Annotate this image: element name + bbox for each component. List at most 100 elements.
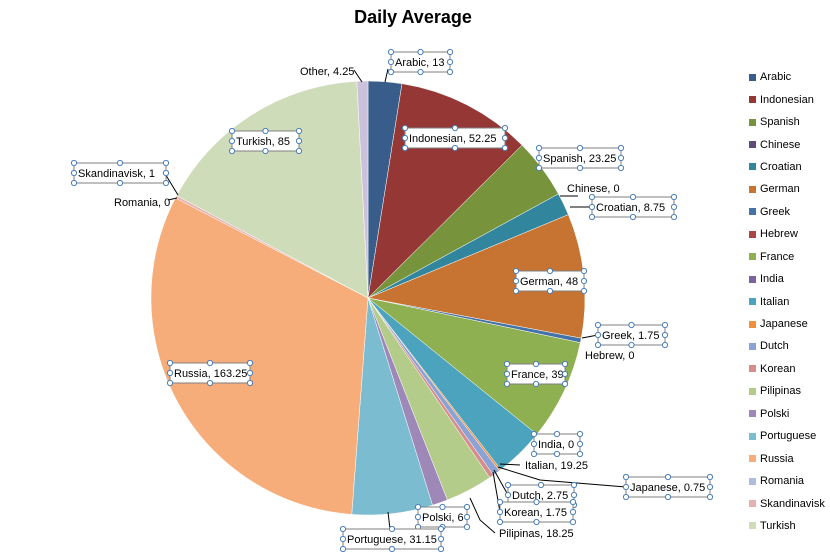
- data-label-skandinavisk[interactable]: Skandinavisk, 1: [70, 159, 170, 187]
- selection-handle[interactable]: [437, 535, 445, 543]
- selection-handle[interactable]: [387, 68, 395, 76]
- legend-item-pilipinas[interactable]: Pilipinas: [749, 380, 829, 402]
- selection-handle[interactable]: [576, 144, 584, 152]
- data-label-romania[interactable]: Romania, 0: [114, 197, 170, 209]
- pie-slice-france[interactable]: [367, 297, 581, 435]
- selection-handle[interactable]: [535, 144, 543, 152]
- selection-handle[interactable]: [401, 124, 409, 132]
- selection-handle[interactable]: [664, 493, 672, 501]
- selection-handle[interactable]: [670, 213, 678, 221]
- data-label-japanese[interactable]: Japanese, 0.75: [622, 473, 714, 501]
- selection-handle[interactable]: [496, 518, 504, 526]
- legend-item-polski[interactable]: Polski: [749, 403, 829, 425]
- selection-handle[interactable]: [512, 287, 520, 295]
- selection-handle[interactable]: [446, 68, 454, 76]
- selection-handle[interactable]: [576, 440, 584, 448]
- selection-handle[interactable]: [401, 134, 409, 142]
- legend-item-romania[interactable]: Romania: [749, 470, 829, 492]
- selection-handle[interactable]: [166, 379, 174, 387]
- data-label-greek[interactable]: Greek, 1.75: [594, 321, 669, 349]
- selection-handle[interactable]: [535, 164, 543, 172]
- selection-handle[interactable]: [504, 491, 512, 499]
- selection-handle[interactable]: [439, 503, 446, 511]
- selection-handle[interactable]: [594, 341, 602, 349]
- selection-handle[interactable]: [414, 513, 422, 521]
- selection-handle[interactable]: [533, 498, 540, 506]
- selection-handle[interactable]: [162, 179, 170, 187]
- data-label-pilipinas[interactable]: Pilipinas, 18.25: [499, 528, 574, 540]
- selection-handle[interactable]: [295, 147, 303, 155]
- selection-handle[interactable]: [546, 287, 554, 295]
- selection-handle[interactable]: [228, 127, 236, 135]
- legend-item-japanese[interactable]: Japanese: [749, 313, 829, 335]
- selection-handle[interactable]: [553, 450, 561, 458]
- legend-item-indonesian[interactable]: Indonesian: [749, 88, 829, 110]
- pie-slice-turkish[interactable]: [176, 81, 369, 299]
- selection-handle[interactable]: [530, 440, 538, 448]
- data-label-italian[interactable]: Italian, 19.25: [525, 460, 588, 472]
- selection-handle[interactable]: [670, 203, 678, 211]
- selection-handle[interactable]: [228, 137, 236, 145]
- selection-handle[interactable]: [70, 169, 78, 177]
- selection-handle[interactable]: [295, 127, 303, 135]
- selection-handle[interactable]: [561, 370, 569, 378]
- legend-item-india[interactable]: India: [749, 268, 829, 290]
- selection-handle[interactable]: [530, 430, 538, 438]
- selection-handle[interactable]: [503, 370, 511, 378]
- selection-handle[interactable]: [576, 164, 584, 172]
- legend-item-dutch[interactable]: Dutch: [749, 335, 829, 357]
- selection-handle[interactable]: [530, 450, 538, 458]
- selection-handle[interactable]: [588, 213, 596, 221]
- selection-handle[interactable]: [446, 48, 454, 56]
- selection-handle[interactable]: [295, 137, 303, 145]
- selection-handle[interactable]: [661, 321, 669, 329]
- pie-slice-other[interactable]: [356, 80, 369, 299]
- selection-handle[interactable]: [588, 193, 596, 201]
- selection-handle[interactable]: [451, 124, 459, 132]
- data-label-portuguese[interactable]: Portuguese, 31.15: [339, 525, 445, 553]
- selection-handle[interactable]: [706, 473, 714, 481]
- legend-item-skandinavisk[interactable]: Skandinavisk: [749, 492, 829, 514]
- selection-handle[interactable]: [561, 360, 569, 368]
- selection-handle[interactable]: [629, 213, 637, 221]
- selection-handle[interactable]: [594, 331, 602, 339]
- selection-handle[interactable]: [664, 473, 672, 481]
- selection-handle[interactable]: [166, 359, 174, 367]
- data-label-russia[interactable]: Russia, 163.25: [166, 359, 254, 387]
- legend-item-hebrew[interactable]: Hebrew: [749, 223, 829, 245]
- data-label-france[interactable]: France, 39: [503, 360, 569, 388]
- selection-handle[interactable]: [246, 359, 254, 367]
- data-label-arabic[interactable]: Arabic, 13: [387, 48, 454, 76]
- selection-handle[interactable]: [339, 525, 347, 533]
- selection-handle[interactable]: [569, 518, 577, 526]
- legend-item-korean[interactable]: Korean: [749, 358, 829, 380]
- selection-handle[interactable]: [116, 159, 124, 167]
- selection-handle[interactable]: [206, 359, 214, 367]
- data-label-spanish[interactable]: Spanish, 23.25: [535, 144, 625, 172]
- selection-handle[interactable]: [451, 144, 459, 152]
- data-label-indonesian[interactable]: Indonesian, 52.25: [401, 124, 509, 152]
- selection-handle[interactable]: [501, 124, 509, 132]
- selection-handle[interactable]: [546, 267, 554, 275]
- selection-handle[interactable]: [496, 498, 504, 506]
- legend-item-france[interactable]: France: [749, 246, 829, 268]
- pie-slice-russia[interactable]: [150, 197, 369, 515]
- selection-handle[interactable]: [503, 380, 511, 388]
- selection-handle[interactable]: [246, 369, 254, 377]
- selection-handle[interactable]: [388, 525, 396, 533]
- selection-handle[interactable]: [570, 491, 578, 499]
- selection-handle[interactable]: [512, 267, 520, 275]
- selection-handle[interactable]: [553, 430, 561, 438]
- selection-handle[interactable]: [617, 144, 625, 152]
- selection-handle[interactable]: [504, 481, 512, 489]
- selection-handle[interactable]: [706, 483, 714, 491]
- legend-item-arabic[interactable]: Arabic: [749, 66, 829, 88]
- selection-handle[interactable]: [580, 277, 588, 285]
- selection-handle[interactable]: [228, 147, 236, 155]
- selection-handle[interactable]: [617, 154, 625, 162]
- legend-item-german[interactable]: German: [749, 178, 829, 200]
- selection-handle[interactable]: [496, 508, 504, 516]
- data-label-india[interactable]: India, 0: [530, 430, 584, 458]
- selection-handle[interactable]: [706, 493, 714, 501]
- selection-handle[interactable]: [617, 164, 625, 172]
